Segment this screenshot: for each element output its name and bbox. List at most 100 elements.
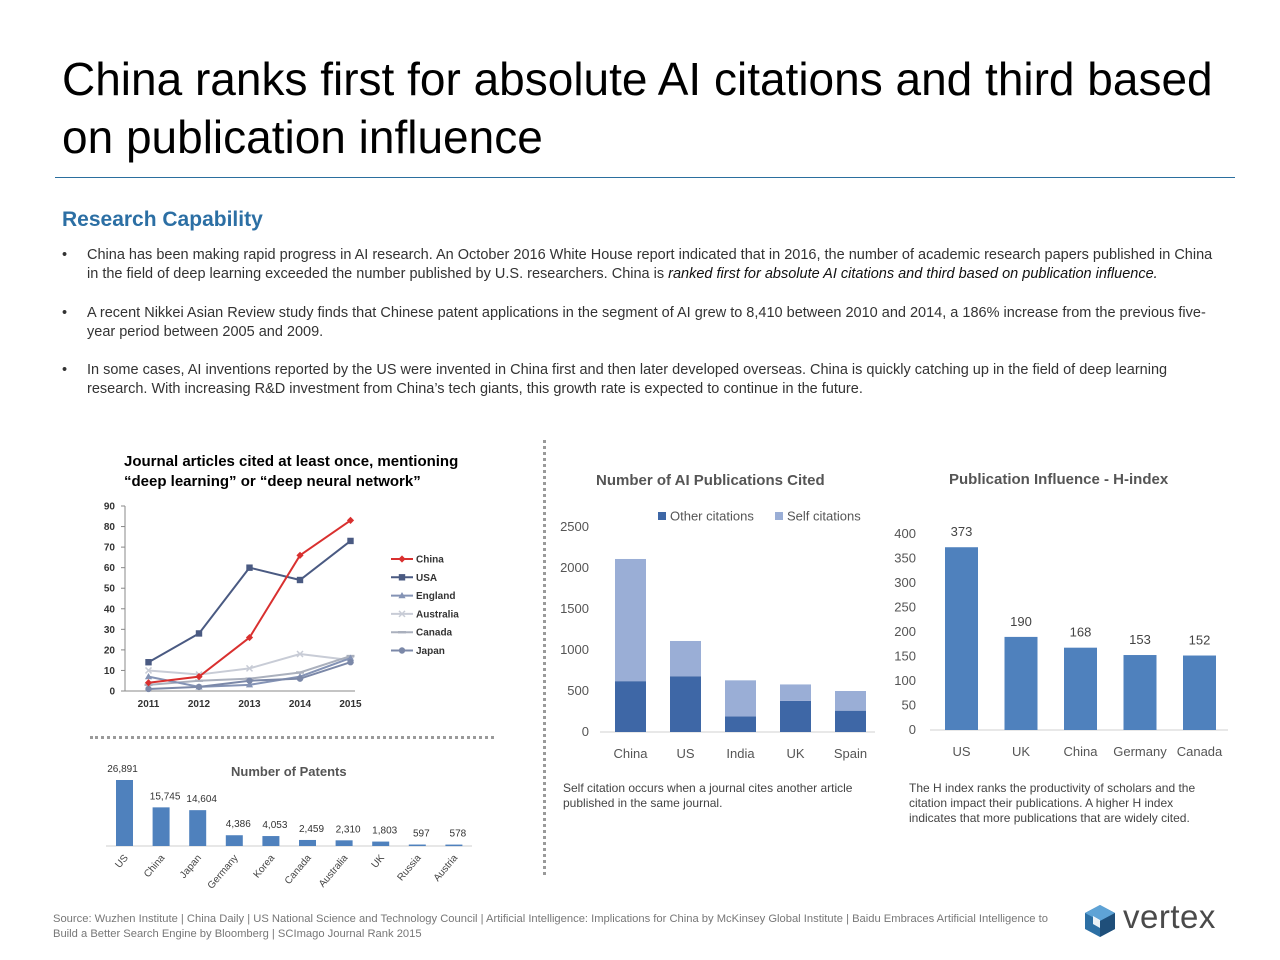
bullet-item: • China has been making rapid progress i…	[62, 246, 1222, 285]
hindex-value-label: 373	[951, 524, 973, 539]
y-tick-label: 30	[104, 625, 116, 636]
patents-bar-chart: 26,891 US 15,745 China 14,604 Japan 4,386 Germa…	[106, 764, 472, 892]
y-tick-label: 1500	[560, 601, 589, 616]
legend-marker	[398, 592, 406, 599]
y-tick-label: 0	[909, 722, 916, 737]
pub-category-label: US	[676, 746, 694, 761]
patent-category-label: Canada	[283, 853, 314, 887]
patent-category-label: Germany	[206, 853, 241, 892]
pub-bar-self-citations	[670, 640, 701, 677]
series-line-usa	[148, 540, 352, 664]
legend-marker	[398, 631, 406, 634]
y-tick-label: 20	[104, 645, 116, 656]
patent-category-label: Korea	[252, 853, 278, 881]
pub-bar-other-citations	[670, 676, 701, 732]
bullet-item: • In some cases, AI inventions reported …	[62, 361, 1222, 400]
patent-bar	[225, 835, 243, 846]
x-tick-label: 2013	[238, 699, 261, 710]
data-point-england	[144, 673, 153, 680]
pub-bar-self-citations	[615, 558, 646, 682]
legend-label: Canada	[416, 628, 453, 639]
pub-bar-self-citations	[725, 680, 756, 717]
legend-marker	[398, 555, 406, 563]
pub-bar-other-citations	[615, 681, 646, 732]
data-point-japan	[347, 659, 354, 666]
data-point-japan	[246, 677, 253, 684]
y-tick-label: 1000	[560, 642, 589, 657]
x-tick-label: 2012	[188, 699, 211, 710]
hindex-value-label: 168	[1070, 625, 1092, 640]
legend-label: England	[416, 591, 455, 602]
patent-bar	[408, 844, 426, 847]
hindex-bar	[1004, 636, 1038, 730]
legend-label: Other citations	[670, 509, 754, 524]
bullet-item: • A recent Nikkei Asian Review study fin…	[62, 304, 1222, 343]
data-point-usa	[195, 630, 203, 637]
legend-marker	[398, 610, 406, 618]
patent-category-label: UK	[370, 853, 388, 871]
patent-bar	[116, 780, 133, 846]
legend-label: China	[416, 555, 444, 566]
section-title: Research Capability	[62, 208, 263, 231]
y-tick-label: 70	[104, 543, 116, 554]
patent-bar	[189, 810, 207, 846]
patent-bar	[335, 840, 353, 846]
data-point-canada	[195, 679, 203, 682]
y-tick-label: 400	[894, 526, 916, 541]
patent-category-label: Australia	[317, 853, 351, 890]
pub-bar-other-citations	[780, 700, 811, 732]
data-point-japan	[296, 675, 304, 682]
hindex-bar	[945, 547, 978, 730]
bullet-text: In some cases, AI inventions reported by…	[87, 362, 1168, 398]
y-tick-label: 350	[894, 551, 916, 566]
patent-bar	[299, 839, 316, 846]
hindex-note: The H index ranks the productivity of sc…	[909, 781, 1196, 825]
data-point-china	[195, 673, 203, 681]
patent-bar	[372, 841, 390, 846]
hindex-category-label: UK	[1012, 744, 1030, 759]
x-tick-label: 2014	[289, 699, 312, 710]
data-point-usa	[145, 659, 152, 666]
data-point-usa	[347, 537, 354, 545]
x-tick-label: 2015	[339, 699, 362, 710]
hindex-bar	[1064, 647, 1097, 730]
title-divider	[55, 177, 1235, 178]
pub-bar-other-citations	[725, 716, 756, 732]
data-point-australia	[296, 650, 304, 658]
data-point-china	[245, 633, 254, 642]
hindex-category-label: China	[1064, 744, 1099, 759]
y-tick-label: 2000	[560, 560, 589, 575]
data-point-canada	[296, 671, 304, 674]
patent-value-label: 26,891	[107, 764, 138, 775]
hindex-bar	[1183, 655, 1216, 730]
y-tick-label: 80	[104, 522, 116, 533]
legend-label: USA	[416, 573, 437, 584]
y-tick-label: 2500	[560, 519, 589, 534]
publications-note: Self citation occurs when a journal cite…	[563, 781, 853, 810]
y-tick-label: 0	[109, 687, 115, 698]
data-point-england	[346, 654, 355, 661]
y-tick-label: 40	[104, 604, 116, 615]
legend-label: Japan	[416, 646, 445, 657]
y-tick-label: 90	[104, 502, 116, 513]
bullet-text: China has been making rapid progress in …	[87, 247, 1213, 283]
journal-line-chart: 0 10 20 30 40 50 60 70 80 90 2011 2012 2013 2014 2015 C…	[104, 502, 459, 711]
vertex-logo: vertex	[1083, 896, 1243, 946]
data-point-japan	[145, 685, 152, 693]
y-tick-label: 50	[902, 698, 916, 713]
y-tick-label: 0	[582, 724, 589, 739]
patent-value-label: 14,604	[186, 794, 217, 805]
publications-stacked-bar-chart: 0 500 1000 1500 2000 2500 China US India UK Spain O…	[560, 509, 875, 761]
pub-category-label: UK	[786, 746, 804, 761]
pub-bar-other-citations	[835, 710, 866, 732]
pub-category-label: India	[726, 746, 755, 761]
data-point-china	[296, 551, 304, 559]
page-title: China ranks first for absolute AI citati…	[62, 53, 1213, 163]
patent-value-label: 4,386	[226, 819, 251, 830]
bullet-text: A recent Nikkei Asian Review study finds…	[87, 304, 1206, 340]
pub-bar-self-citations	[835, 691, 866, 711]
y-tick-label: 150	[894, 649, 916, 664]
data-point-australia	[245, 664, 254, 672]
hindex-value-label: 152	[1189, 633, 1211, 648]
y-tick-label: 300	[894, 575, 916, 590]
